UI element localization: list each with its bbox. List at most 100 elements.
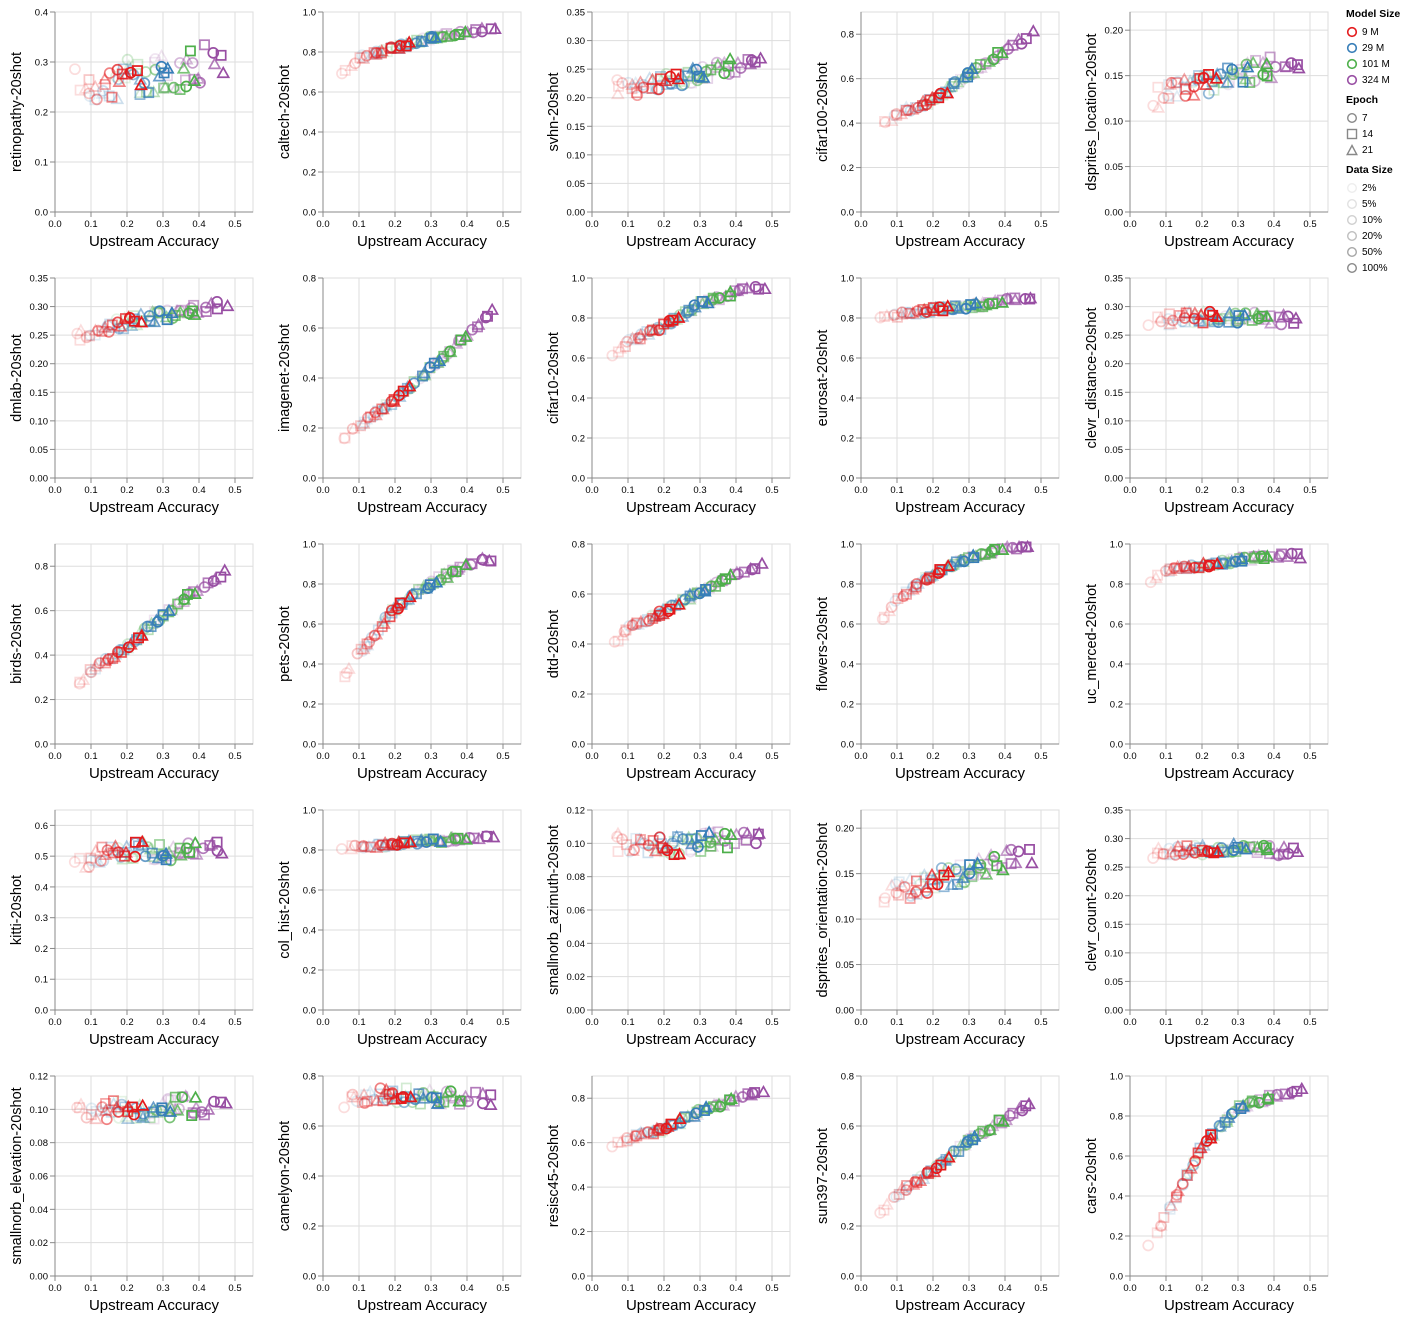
data-point-square xyxy=(215,49,227,61)
data-point-circle xyxy=(122,641,135,654)
data-point-square xyxy=(621,839,632,851)
y-tick-label: 0.8 xyxy=(303,48,316,59)
y-tick-label: 0.0 xyxy=(572,1272,585,1283)
data-point-square xyxy=(1260,842,1272,854)
data-point-circle xyxy=(1285,547,1298,560)
y-tick-label: 0.4 xyxy=(303,374,316,385)
data-point-circle xyxy=(1163,842,1176,855)
y-axis-title: svhn-20shot xyxy=(546,73,562,152)
data-point-triangle xyxy=(723,52,737,65)
points xyxy=(876,539,1035,626)
circle-icon xyxy=(1346,214,1358,226)
data-point-circle xyxy=(1226,63,1238,76)
y-tick-label: 0.4 xyxy=(841,394,854,405)
data-point-square xyxy=(1020,33,1032,45)
x-tick-label: 0.2 xyxy=(1195,485,1208,496)
data-point-square xyxy=(356,841,368,853)
data-point-circle xyxy=(69,63,81,76)
data-point-square xyxy=(1163,79,1175,91)
data-point-square xyxy=(722,842,733,854)
x-tick-label: 0.4 xyxy=(729,1017,742,1028)
data-point-triangle xyxy=(156,1095,170,1108)
data-point-square xyxy=(923,572,935,584)
data-point-square xyxy=(84,664,96,676)
y-tick-label: 0.10 xyxy=(1105,416,1124,427)
data-point-circle xyxy=(1155,315,1167,328)
y-tick-label: 0.15 xyxy=(1105,71,1124,82)
data-point-triangle xyxy=(724,1091,739,1104)
data-point-triangle xyxy=(374,44,389,57)
x-axis-title: Upstream Accuracy xyxy=(89,499,220,516)
data-point-triangle xyxy=(485,302,499,315)
data-point-square xyxy=(90,1105,102,1117)
data-point-triangle xyxy=(387,394,402,407)
chart-panel: 0.0 0.1 0.2 0.3 0.4 0.5 0.00 0.05 0.10 0.15 0.20 0.… xyxy=(546,8,791,250)
data-point-circle xyxy=(84,329,97,342)
y-tick-label: 0.20 xyxy=(30,359,49,370)
data-point-triangle xyxy=(360,638,375,651)
data-point-square xyxy=(612,346,624,358)
data-point-triangle xyxy=(613,1135,628,1148)
square-icon xyxy=(1346,128,1358,140)
data-point-circle xyxy=(637,81,650,94)
y-tick-label: 0.8 xyxy=(841,1072,854,1083)
data-point-triangle xyxy=(708,832,722,845)
data-point-circle xyxy=(1012,845,1025,858)
plot-frame xyxy=(860,543,1060,745)
x-tick-label: 0.1 xyxy=(1159,219,1172,230)
data-point-triangle xyxy=(880,308,894,321)
legend-item-epoch-21: 21 xyxy=(1346,142,1400,158)
data-point-triangle xyxy=(723,285,738,298)
y-tick-label: 0.8 xyxy=(1110,1112,1123,1123)
x-tick-label: 0.5 xyxy=(496,219,509,230)
y-tick-label: 0.6 xyxy=(303,620,316,631)
data-point-circle xyxy=(335,843,348,855)
y-axis-title: uc_merced-20shot xyxy=(1084,584,1100,704)
points xyxy=(1142,1081,1309,1252)
x-tick-label: 0.5 xyxy=(496,485,509,496)
data-point-circle xyxy=(983,1124,996,1137)
x-tick-label: 0.5 xyxy=(765,1017,778,1028)
y-tick-label: 0.08 xyxy=(567,872,586,883)
data-point-square xyxy=(1237,76,1249,88)
data-point-circle xyxy=(890,887,903,899)
y-tick-label: 0.6 xyxy=(303,1122,316,1133)
data-point-triangle xyxy=(626,843,640,856)
y-tick-label: 0.6 xyxy=(841,354,854,365)
data-point-square xyxy=(453,28,465,40)
data-point-triangle xyxy=(753,51,768,64)
x-tick-label: 0.1 xyxy=(621,1283,634,1294)
legend-label: 10% xyxy=(1362,214,1383,226)
data-point-circle xyxy=(346,422,359,435)
data-point-square xyxy=(923,1167,934,1179)
x-tick-label: 0.1 xyxy=(890,751,903,762)
legend-item-5pct: 5% xyxy=(1346,196,1400,212)
data-point-square xyxy=(894,1188,905,1200)
data-point-square xyxy=(355,643,367,655)
x-tick-label: 0.3 xyxy=(156,219,169,230)
data-point-triangle xyxy=(1240,60,1255,73)
y-tick-label: 0.35 xyxy=(1105,806,1124,817)
data-point-circle xyxy=(113,1112,125,1124)
x-tick-label: 0.3 xyxy=(424,219,437,230)
data-point-triangle xyxy=(135,834,150,847)
y-tick-label: 0.8 xyxy=(303,1072,316,1083)
points xyxy=(69,39,231,106)
x-tick-label: 0.0 xyxy=(854,1283,867,1294)
data-point-triangle xyxy=(999,843,1014,856)
data-point-square xyxy=(879,116,891,127)
points xyxy=(606,1084,771,1153)
data-point-triangle xyxy=(357,1087,371,1100)
data-point-circle xyxy=(80,1111,93,1124)
data-point-triangle xyxy=(613,341,628,354)
x-axis-title: Upstream Accuracy xyxy=(89,1031,220,1048)
x-tick-label: 0.4 xyxy=(998,219,1011,230)
data-point-square xyxy=(634,333,646,345)
y-tick-label: 0.0 xyxy=(303,740,316,751)
chart-panel: 0.0 0.1 0.2 0.3 0.4 0.5 0.0 0.2 0.4 0.6 0.8 Upstrea… xyxy=(546,1075,791,1314)
y-tick-label: 0.00 xyxy=(30,1272,49,1283)
x-axis-title: Upstream Accuracy xyxy=(626,499,757,516)
x-tick-label: 0.3 xyxy=(962,1283,975,1294)
y-tick-label: 0.4 xyxy=(35,651,48,662)
data-point-triangle xyxy=(899,100,914,113)
